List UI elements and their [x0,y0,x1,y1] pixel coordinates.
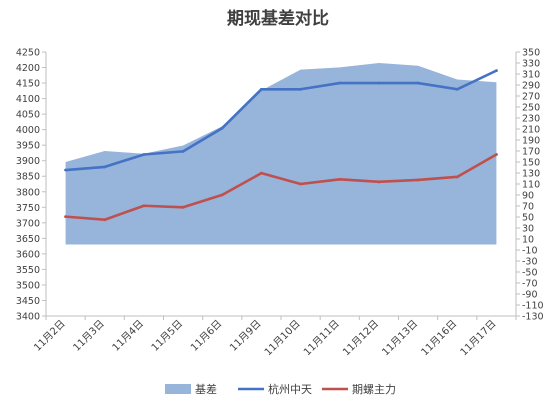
left-axis-tick-label: 3950 [16,141,40,152]
right-axis-tick-label: 50 [522,213,534,224]
line-point-1 [495,69,498,73]
line-point-2 [103,218,107,222]
line-point-1 [455,87,459,91]
line-point-1 [299,87,302,91]
line-point-2 [64,215,67,219]
legend-entry-label: 杭州中天 [268,382,312,396]
right-axis-tick-label: -30 [522,257,538,268]
left-axis-tick-label: 4150 [16,79,40,90]
right-axis-tick-label: 190 [522,136,540,147]
line-point-2 [181,205,185,209]
line-series-2 [64,153,498,222]
line-point-1 [416,81,420,85]
left-axis-tick-label: 3700 [16,218,40,229]
line-point-1 [103,165,107,169]
right-axis-tick-label: -90 [522,290,538,301]
right-axis-tick-label: -110 [522,301,544,312]
left-axis-tick-label: 3850 [16,172,40,183]
line-point-2 [455,175,459,179]
left-axis-tick-label: 4050 [16,110,40,121]
line-point-1 [181,149,185,153]
line-point-2 [338,177,342,181]
right-axis-tick-label: 90 [522,191,534,202]
right-axis-tick-label: 270 [522,92,540,103]
x-axis-tick-label: 11月2日 [32,318,68,354]
left-axis-tick-label: 4250 [16,48,40,59]
x-axis-tick-label: 11月17日 [458,318,499,359]
line-point-1 [260,87,263,91]
right-axis-tick-label: 310 [522,70,540,81]
x-axis-tick-label: 11月5日 [149,318,185,354]
right-axis-tick-label: 30 [522,224,534,235]
right-axis-tick-label: -70 [522,279,538,290]
x-axis-tick-label: 11月4日 [110,318,146,354]
left-axis-tick-label: 3750 [16,203,40,214]
right-axis-tick-label: -50 [522,268,538,279]
area-series-basis [65,63,497,245]
right-axis-tick-label: -130 [522,312,544,323]
left-axis-tick-label: 3800 [16,187,40,198]
x-axis-tick-label: 11月12日 [340,318,381,359]
x-axis-tick-label: 11月16日 [419,318,460,359]
right-axis-tick-label: 250 [522,103,540,114]
line-point-2 [416,178,420,182]
right-axis-tick-label: 110 [522,180,540,191]
line-point-1 [220,126,224,130]
right-axis-tick-label: 330 [522,59,540,70]
line-point-1 [142,153,146,156]
line-point-1 [64,168,67,172]
legend: 基差 杭州中天 期螺主力 [165,382,396,396]
x-axis-tick-label: 11月10日 [262,318,303,359]
x-axis-tick-label: 11月9日 [227,318,263,354]
right-axis-tick-label: -10 [522,246,538,257]
right-axis-tick-label: 170 [522,147,540,158]
x-axis-tick-label: 11月3日 [71,318,107,354]
line-point-2 [495,153,498,156]
line-point-1 [338,81,342,85]
left-axis-tick-label: 4200 [16,63,40,74]
left-axis-tick-label: 3900 [16,156,40,167]
left-axis-tick-label: 3550 [16,265,40,276]
right-axis-tick-label: 130 [522,169,540,180]
right-axis-tick-label: 70 [522,202,534,213]
left-axis-tick-label: 3500 [16,280,40,291]
left-axis-tick-label: 3400 [16,312,40,323]
left-axis-tick-label: 3650 [16,234,40,245]
line-point-1 [377,81,381,85]
left-axis-tick-label: 4100 [16,94,40,105]
line-point-2 [220,193,224,197]
right-axis-tick-label: 290 [522,81,540,92]
line-point-2 [260,171,263,175]
line-point-2 [299,182,302,186]
chart-title: 期现基差对比 [227,8,329,29]
line-point-2 [142,204,146,208]
left-axis-tick-label: 3450 [16,296,40,307]
legend-swatch-area [165,384,191,394]
right-axis-tick-label: 10 [522,235,534,246]
line-series-1 [64,69,498,172]
right-axis-tick-label: 210 [522,125,540,136]
x-axis-tick-label: 11月13日 [380,318,421,359]
left-axis-tick-label: 3600 [16,249,40,260]
x-axis-tick-label: 11月6日 [188,318,224,354]
legend-entry-label: 期螺主力 [352,383,396,396]
right-axis-tick-label: 150 [522,158,540,169]
line-point-2 [377,180,381,184]
right-axis-tick-label: 230 [522,114,540,125]
plot-area: 3400 3450 3500 3550 3600 3650 3700 3750 3800 3850… [16,48,544,359]
legend-entry-label: 基差 [195,382,217,396]
x-axis-tick-label: 11月11日 [301,318,342,359]
right-axis-tick-label: 350 [522,48,540,59]
left-axis-tick-label: 4000 [16,125,40,136]
